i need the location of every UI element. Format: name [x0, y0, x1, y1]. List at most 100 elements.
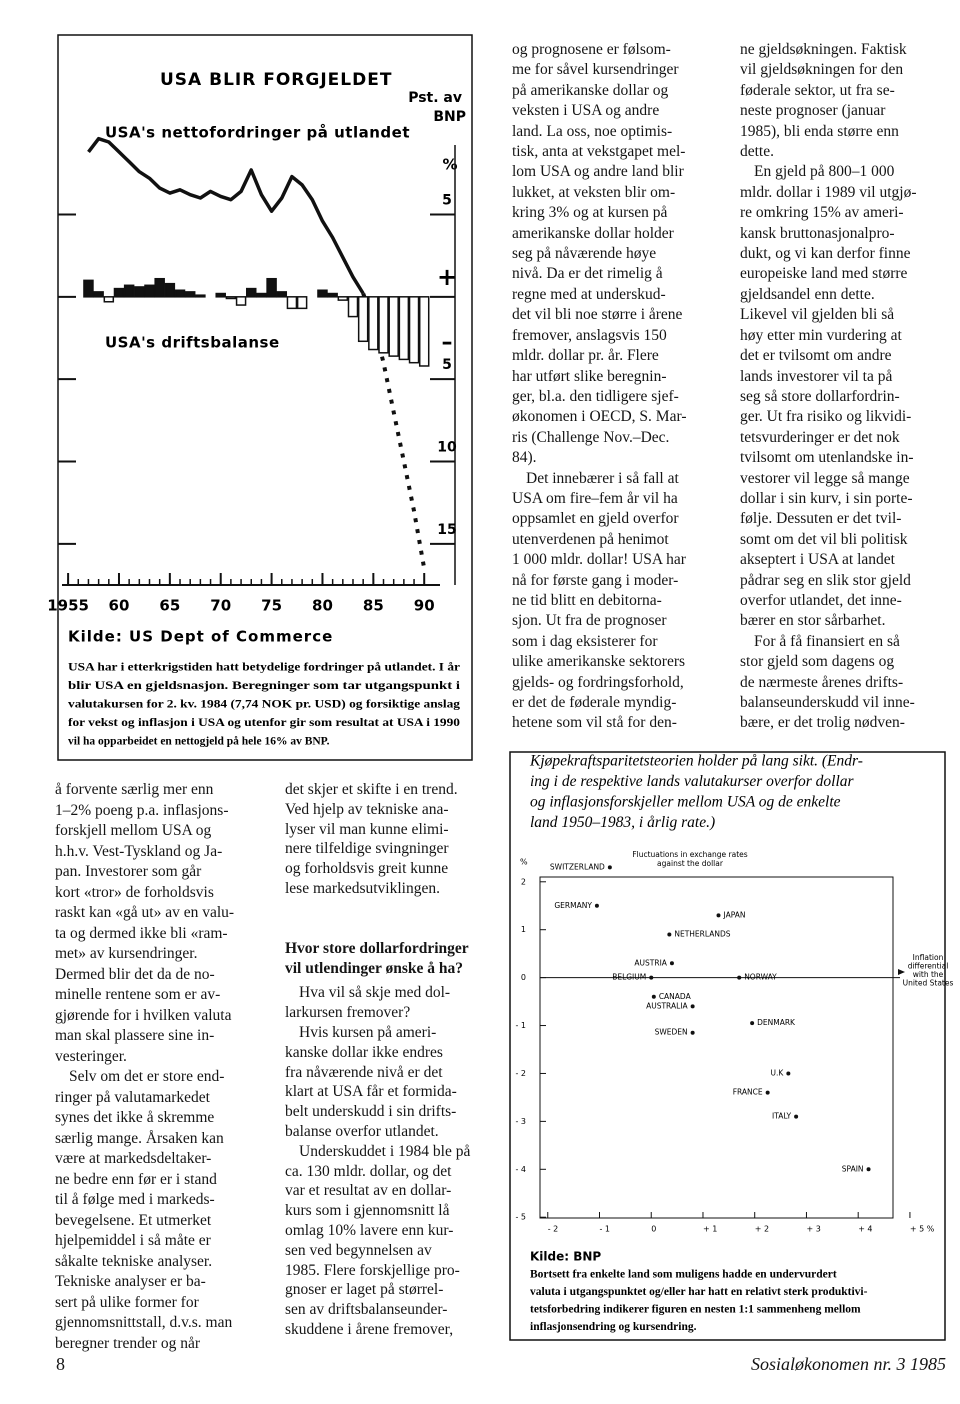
text-line: nivå. Da er det rimelig å: [512, 265, 663, 283]
x-label: Inflation: [913, 953, 944, 962]
text-line: europeiske land med større: [740, 265, 908, 283]
bar: [296, 296, 308, 310]
text-line: kurs som i gjennomsnitt lå: [285, 1202, 450, 1220]
text-line: sjon. Ut fra de prognoser: [512, 612, 667, 630]
text-line: ger. Ut fra risiko og likvidi-: [740, 408, 912, 426]
bar: [276, 291, 288, 298]
point: [690, 1004, 695, 1009]
x-tick-label: 80: [312, 597, 333, 615]
x-tick-label: 70: [210, 597, 231, 615]
text-line: pan. Investorer som går: [55, 863, 202, 880]
text-column: ne gjeldsøkningen. Faktisk vil gjeldsøkni…: [740, 40, 948, 734]
paragraph: ne gjeldsøkningen. Faktisk vil gjeldsøkni…: [740, 40, 948, 162]
text-column: og prognosene er følsom-me for såvel kur…: [512, 40, 726, 734]
text-line: 84).: [512, 449, 537, 467]
text-line: kanske dollar ikke endres: [285, 1043, 443, 1061]
y-label: against the dollar: [657, 859, 724, 868]
text-column: å forvente særlig mer enn 1–2% poeng p.a.…: [55, 780, 267, 1354]
text-line: sen av driftsbalanseunder-: [285, 1301, 448, 1319]
bar: [113, 287, 125, 298]
y-tick-label: - 2: [515, 1069, 526, 1078]
text-line: føderale sektor, ut fra se-: [740, 81, 895, 99]
text-line: overfor utlandet, det inne-: [740, 591, 902, 609]
text-line: tetsvurderinger er det nok: [740, 428, 900, 446]
text-line: minelle rentene som er av-: [55, 986, 221, 1003]
x-tick-label: + 1: [703, 1225, 717, 1234]
point: [716, 913, 721, 918]
text-line: beregner trender og når: [55, 1334, 201, 1352]
bar: [93, 291, 104, 298]
point-label: AUSTRALIA: [646, 1001, 688, 1010]
text-line: sen ved begynnelsen av: [285, 1241, 432, 1259]
text-line: høy etter min vurdering at: [740, 326, 902, 344]
text-line: Likevel vil gjelden bli så: [740, 306, 895, 324]
bar: [245, 287, 257, 298]
point: [667, 932, 672, 937]
text-line: på amerikanske dollar og: [512, 81, 669, 99]
bar: [408, 296, 420, 364]
point-label: BELGIUM: [612, 973, 646, 982]
text-line: ger, bl.a. den tidligere sjef-: [512, 387, 679, 405]
point-label: AUSTRIA: [634, 958, 667, 967]
text-line: bevegelsene. Et utmerket: [55, 1211, 212, 1229]
figure-title-line: Kjøpekraftsparitetsteorien holder på lan…: [529, 753, 863, 770]
text-line: pådrar seg en slik stor gjeld: [740, 571, 911, 589]
y-tick-label: - 3: [515, 1117, 526, 1126]
paragraph: og prognosene er følsom-me for såvel kur…: [512, 40, 726, 469]
text-line: som i dag eksisterer for: [512, 632, 658, 650]
paragraph: For å få finansiert en så stor gjeld som …: [740, 632, 948, 734]
text-line: kansk bruttonasjonalpro-: [740, 224, 895, 242]
bar: [368, 296, 379, 351]
text-line: synes det ikke å skremme: [55, 1109, 215, 1126]
text-line: ne bedre enn før er i stand: [55, 1170, 217, 1188]
section-heading: Hvor store dollarfordringer vil utlending…: [285, 939, 495, 979]
text-line: forskjell mellom USA og: [55, 822, 212, 839]
x-tick-label: + 2: [755, 1225, 769, 1234]
point: [669, 961, 674, 966]
text-line: seg på nåværende høye: [512, 245, 657, 263]
bar: [378, 296, 389, 354]
text-line: 1–2% poeng p.a. inflasjons-: [55, 801, 229, 819]
text-line: sert på ulike former for: [55, 1293, 199, 1311]
text-line: Ved hjelp av tekniske ana-: [285, 800, 449, 818]
text-line: særlig mange. Årsaken kan: [55, 1129, 224, 1147]
page-number: 8: [56, 1354, 65, 1374]
text-line: Dermed blir det da de no-: [55, 965, 215, 983]
text-line: ne gjeldsøkningen. Faktisk: [740, 41, 907, 58]
text-line: gjørende for i hvilken valuta: [55, 1006, 232, 1024]
text-line: vil gjeldsøkningen for den: [740, 61, 904, 79]
text-line: lyser vil man kunne elimi-: [285, 820, 449, 838]
bar: [235, 296, 247, 306]
text-line: nere tilfeldige svingninger: [285, 840, 449, 858]
text-line: me for såvel kursendringer: [512, 61, 679, 79]
text-line: hetene som vil stå for den-: [512, 714, 677, 732]
x-tick-label: + 5 %: [910, 1225, 935, 1234]
text-line: kring 3% og at kursen på: [512, 204, 668, 222]
text-line: gjennomsnittstall, d.v.s. man: [55, 1314, 233, 1331]
x-tick-label: 1955: [47, 597, 89, 615]
x-label: with the: [913, 970, 944, 979]
bar: [83, 279, 94, 298]
bar: [266, 277, 277, 298]
text-line: tvilsomt om utenlandske in-: [740, 449, 914, 467]
caption-line: for vekst og inflasjon i USA og utenfor …: [68, 717, 460, 729]
bar: [225, 296, 237, 300]
paragraph: Underskuddet i 1984 ble på ca. 130 mldr. …: [285, 1142, 495, 1340]
text-line: omlag 10% lavere enn kur-: [285, 1221, 454, 1239]
bar: [327, 292, 338, 298]
paragraph: Hvis kursen på ameri-kanske dollar ikke …: [285, 1023, 495, 1142]
series-label: USA's nettofordringer på utlandet: [105, 124, 410, 142]
text-line: man skal plassere sine in-: [55, 1027, 215, 1044]
bar: [164, 282, 176, 298]
line: [361, 292, 427, 569]
text-line: 1985), bli enda større enn: [740, 122, 899, 140]
text-line: dollar i sin kurv, i sin porte-: [740, 489, 913, 507]
point-label: SPAIN: [842, 1164, 864, 1173]
text-line: er det de føderale myndig-: [512, 694, 677, 711]
text-line: vesteringer.: [55, 1047, 127, 1065]
bar: [398, 296, 410, 361]
point: [750, 1021, 755, 1026]
figure-title-line: ing i de respektive lands valutakurser o…: [530, 773, 855, 790]
text-line: fra nåværende nivå er det: [285, 1063, 443, 1081]
